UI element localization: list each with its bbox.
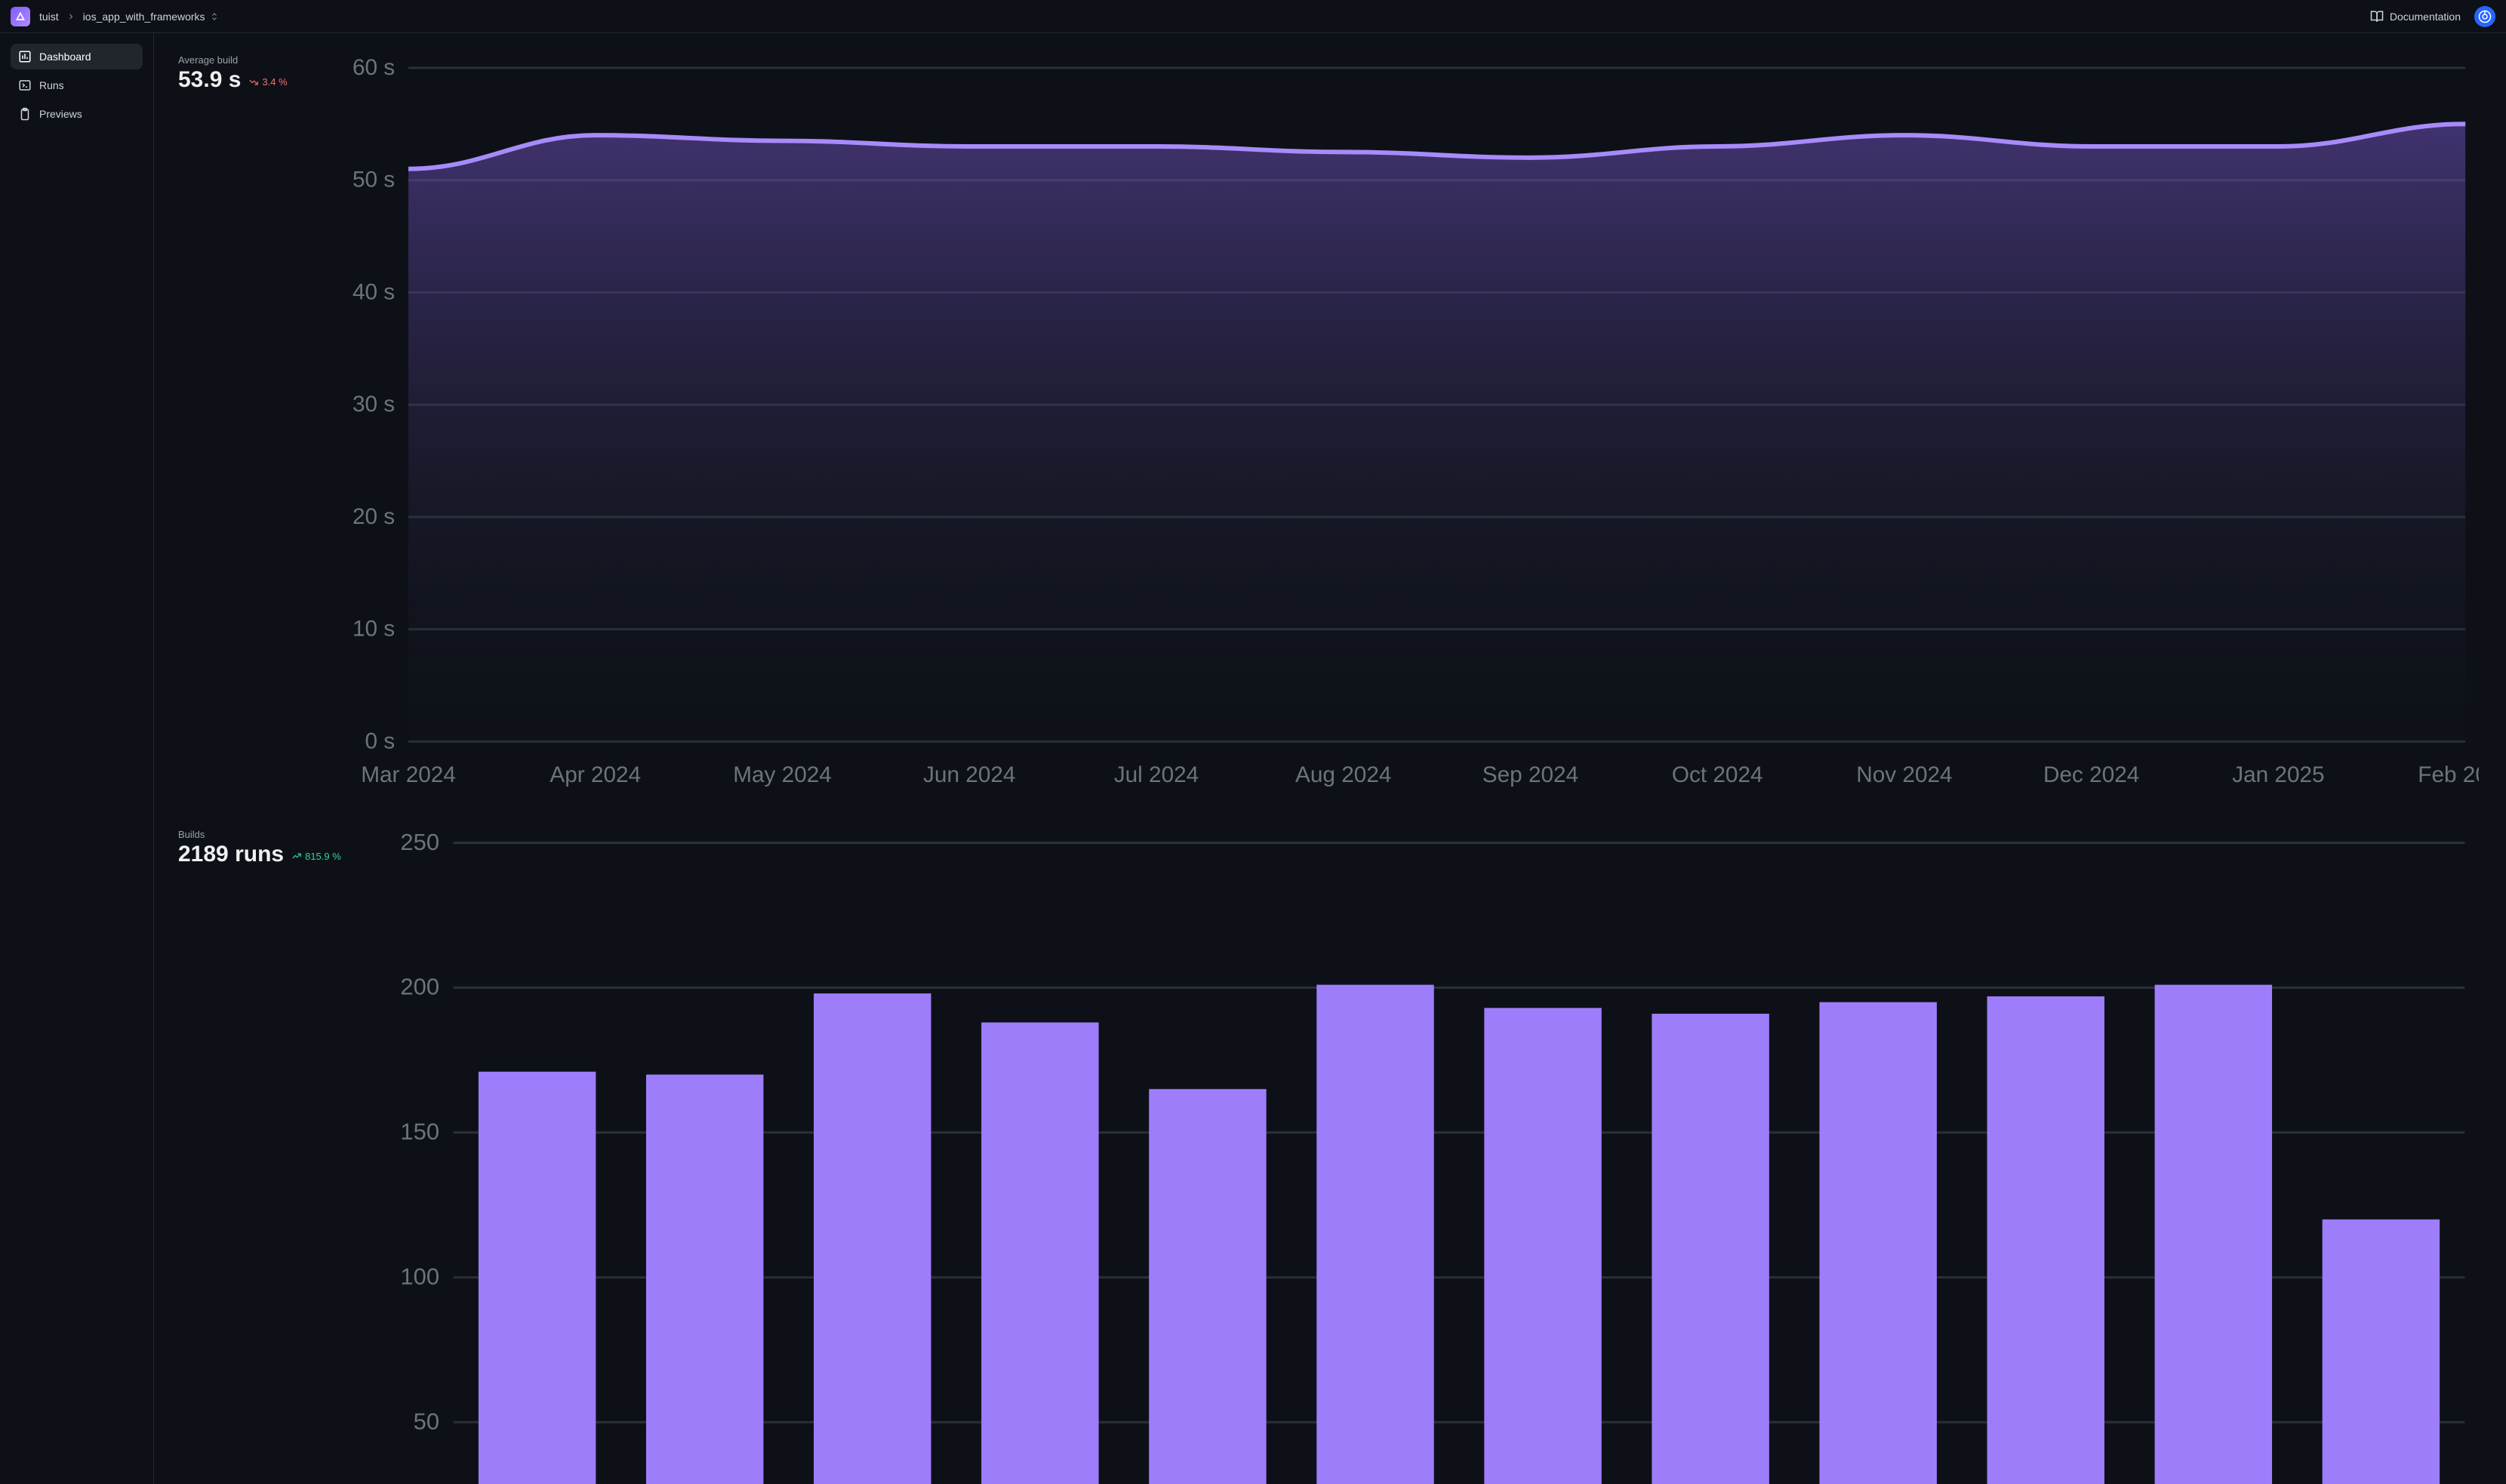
svg-text:0 s: 0 s xyxy=(365,728,396,753)
avg-build-chart: 0 s 10 s 20 s 30 s 40 s 50 s 60 s Mar 2024 Apr 2… xyxy=(323,54,2479,796)
svg-text:Aug 2024: Aug 2024 xyxy=(1295,762,1391,787)
builds-trend-value: 815.9 % xyxy=(305,851,341,862)
project-selector[interactable]: ios_app_with_frameworks xyxy=(83,11,219,23)
svg-text:60 s: 60 s xyxy=(353,55,395,80)
avg-build-trend-value: 3.4 % xyxy=(262,76,287,88)
breadcrumb-org[interactable]: tuist xyxy=(39,11,59,23)
trend-down-icon xyxy=(248,77,259,88)
clipboard-icon xyxy=(18,107,32,121)
svg-text:Nov 2024: Nov 2024 xyxy=(1856,762,1952,787)
documentation-label: Documentation xyxy=(2390,11,2461,23)
svg-text:50 s: 50 s xyxy=(353,168,395,192)
documentation-link[interactable]: Documentation xyxy=(2370,10,2461,23)
avg-build-metric: Average build 53.9 s 3.4 % xyxy=(178,54,306,796)
sidebar: Dashboard Runs Previews xyxy=(0,33,154,1484)
svg-text:Sep 2024: Sep 2024 xyxy=(1482,762,1578,787)
svg-text:150: 150 xyxy=(400,1118,439,1144)
sidebar-item-label: Dashboard xyxy=(39,51,91,63)
builds-chart: 050100150200250Mar 2024Apr 2024May 2024J… xyxy=(365,829,2479,1484)
svg-text:Mar 2024: Mar 2024 xyxy=(361,762,456,787)
builds-label: Builds xyxy=(178,829,348,840)
chart-icon xyxy=(18,50,32,63)
breadcrumb-project: ios_app_with_frameworks xyxy=(83,11,205,23)
chevron-right-icon xyxy=(66,12,75,21)
builds-trend: 815.9 % xyxy=(291,851,341,866)
builds-section: Builds 2189 runs 815.9 % 050100150200250… xyxy=(178,829,2479,1484)
avg-build-trend: 3.4 % xyxy=(248,76,287,91)
sidebar-item-label: Previews xyxy=(39,108,82,120)
select-updown-icon xyxy=(210,12,219,21)
svg-text:Jun 2024: Jun 2024 xyxy=(923,762,1015,787)
svg-text:10 s: 10 s xyxy=(353,617,395,642)
user-avatar[interactable] xyxy=(2474,6,2495,27)
sidebar-item-runs[interactable]: Runs xyxy=(11,72,143,98)
builds-metric: Builds 2189 runs 815.9 % xyxy=(178,829,348,1484)
svg-text:Jul 2024: Jul 2024 xyxy=(1114,762,1199,787)
avg-build-value: 53.9 s xyxy=(178,69,241,91)
breadcrumb: tuist ios_app_with_frameworks xyxy=(39,11,219,23)
svg-text:200: 200 xyxy=(400,973,439,999)
builds-value: 2189 runs xyxy=(178,843,284,866)
sidebar-item-dashboard[interactable]: Dashboard xyxy=(11,44,143,69)
app-logo[interactable] xyxy=(11,7,30,26)
svg-text:30 s: 30 s xyxy=(353,392,395,417)
svg-text:Apr 2024: Apr 2024 xyxy=(550,762,641,787)
svg-text:100: 100 xyxy=(400,1263,439,1289)
svg-text:Dec 2024: Dec 2024 xyxy=(2043,762,2139,787)
svg-text:20 s: 20 s xyxy=(353,504,395,529)
svg-text:May 2024: May 2024 xyxy=(733,762,832,787)
svg-text:50: 50 xyxy=(414,1408,439,1434)
avg-build-label: Average build xyxy=(178,54,306,66)
sidebar-item-previews[interactable]: Previews xyxy=(11,101,143,127)
svg-text:Jan 2025: Jan 2025 xyxy=(2232,762,2324,787)
avg-build-section: Average build 53.9 s 3.4 % xyxy=(178,54,2479,796)
svg-text:Oct 2024: Oct 2024 xyxy=(1672,762,1763,787)
svg-text:40 s: 40 s xyxy=(353,279,395,304)
trend-up-icon xyxy=(291,851,302,861)
svg-text:250: 250 xyxy=(400,829,439,855)
sidebar-item-label: Runs xyxy=(39,79,64,91)
topbar: tuist ios_app_with_frameworks Documentat… xyxy=(0,0,2506,33)
svg-text:Feb 2025: Feb 2025 xyxy=(2418,762,2479,787)
terminal-icon xyxy=(18,79,32,92)
main-content: Average build 53.9 s 3.4 % xyxy=(154,33,2506,1484)
book-icon xyxy=(2370,10,2384,23)
